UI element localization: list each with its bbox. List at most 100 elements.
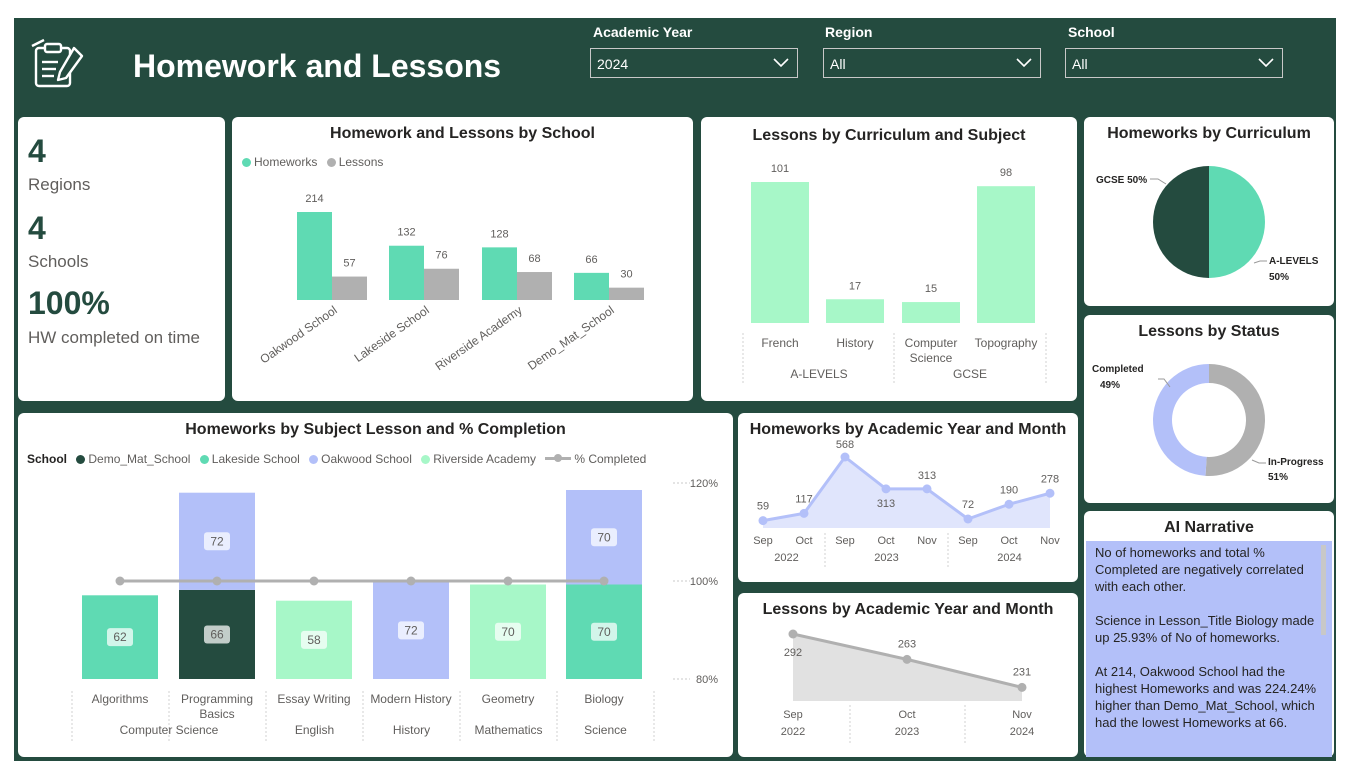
chevron-down-icon xyxy=(1258,58,1274,68)
hw-on-time-percent: 100% xyxy=(28,285,110,321)
chart-title: Homeworks by Curriculum xyxy=(1107,125,1311,142)
chevron-down-icon xyxy=(773,58,789,68)
leader-line xyxy=(1158,378,1171,388)
group-label: English xyxy=(295,723,334,737)
data-label: 190 xyxy=(1000,484,1018,496)
data-label-box xyxy=(495,622,521,641)
data-label-box xyxy=(204,532,230,551)
chart-card-hw-year-month: Homeworks by Academic Year and Month 59 1… xyxy=(738,413,1078,582)
tick-label: Oct xyxy=(898,709,915,721)
chart-title: Lessons by Status xyxy=(1138,323,1280,340)
pct-completed-point xyxy=(115,576,125,586)
area-fill xyxy=(793,634,1022,701)
year-label: 2022 xyxy=(781,726,805,738)
chevron-down-icon xyxy=(1016,58,1032,68)
school-value: All xyxy=(1072,56,1088,72)
tick-label: Sep xyxy=(958,535,978,547)
chart-title: Lessons by Academic Year and Month xyxy=(762,601,1054,618)
chart-card-curriculum-subject: Lessons by Curriculum and Subject 101 17 1… xyxy=(701,117,1077,401)
bar xyxy=(332,276,367,300)
data-label: 263 xyxy=(898,638,916,650)
school-dropdown[interactable]: All xyxy=(1065,48,1283,78)
y2-tick-label: 80% xyxy=(696,674,718,686)
narrative-scrollbar[interactable] xyxy=(1321,545,1326,635)
tick-label: Nov xyxy=(1012,709,1032,721)
chart-card-lessons-status: Lessons by Status Completed 49% In-Progres… xyxy=(1084,315,1334,503)
lessons-year-month-area: 292 263 231 Sep Oct Nov 2022 2023 2024 xyxy=(781,629,1034,743)
data-label: 76 xyxy=(435,250,447,262)
data-label: 98 xyxy=(1000,167,1012,179)
data-label: 568 xyxy=(836,439,854,451)
tick-label: Science xyxy=(910,351,953,365)
chart-legend: School Demo_Mat_School Lakeside School O… xyxy=(27,452,646,466)
hw-curriculum-pie: GCSE 50% A-LEVELS 50% xyxy=(1096,166,1319,283)
region-dropdown[interactable]: All xyxy=(823,48,1041,78)
bar xyxy=(482,247,517,300)
narrative-paragraph: Science in Lesson_Title Biology made up … xyxy=(1095,613,1315,645)
tick-label: Nov xyxy=(1040,535,1060,547)
ai-narrative-text-area[interactable]: No of homeworks and total % Completed ar… xyxy=(1086,541,1332,757)
data-label: 278 xyxy=(1041,473,1059,485)
bar xyxy=(977,186,1035,323)
data-label: 70 xyxy=(597,530,611,544)
group-label: A-LEVELS xyxy=(790,367,847,381)
tick-label: History xyxy=(836,336,873,350)
regions-label: Regions xyxy=(28,175,91,194)
leader-line xyxy=(1150,178,1167,185)
leader-line xyxy=(1251,459,1266,464)
data-label: 101 xyxy=(771,163,789,175)
group-label: Mathematics xyxy=(474,723,542,737)
y2-tick-label: 100% xyxy=(690,576,718,588)
data-label: 313 xyxy=(877,498,895,510)
legend-swatch xyxy=(309,455,319,464)
chart-title: Homework and Lessons by School xyxy=(330,125,595,142)
pct-completed-point xyxy=(503,576,513,586)
data-point xyxy=(758,516,768,526)
data-label-box xyxy=(204,625,230,644)
data-label: 292 xyxy=(784,647,802,659)
bar xyxy=(297,212,332,300)
year-label: 2023 xyxy=(874,552,898,564)
homework-clipboard-icon xyxy=(31,38,84,88)
legend-swatch xyxy=(242,158,251,167)
slice-label: Completed xyxy=(1092,364,1144,375)
data-label: 59 xyxy=(757,501,769,513)
slice-label: 50% xyxy=(1269,272,1289,283)
year-label: 2023 xyxy=(895,726,919,738)
pct-completed-point xyxy=(406,576,416,586)
kpi-card: 4 Regions 4 Schools 100% HW completed on… xyxy=(18,117,225,401)
data-label: 313 xyxy=(918,470,936,482)
legend-swatch xyxy=(326,158,336,167)
page-title: Homework and Lessons xyxy=(133,48,502,84)
bar xyxy=(609,287,644,300)
area-fill xyxy=(763,457,1050,528)
bar xyxy=(902,302,960,323)
tick-label: Sep xyxy=(753,535,773,547)
data-label: 66 xyxy=(585,254,597,266)
legend-item: Riverside Academy xyxy=(433,452,536,466)
year-label: 2024 xyxy=(1010,726,1034,738)
legend-title: School xyxy=(27,452,68,466)
data-label: 17 xyxy=(849,280,861,292)
academic-year-dropdown[interactable]: 2024 xyxy=(590,48,798,78)
legend-line-swatch xyxy=(545,454,572,462)
data-label: 66 xyxy=(210,627,224,641)
pie-slice xyxy=(1209,166,1265,278)
data-point xyxy=(788,629,798,639)
data-point xyxy=(881,484,891,494)
data-point xyxy=(922,484,932,494)
tick-label: Algorithms xyxy=(92,692,149,706)
bar xyxy=(826,299,884,323)
y2-tick-label: 120% xyxy=(690,478,718,490)
data-label-box xyxy=(591,622,617,641)
legend-item: Homeworks xyxy=(254,155,318,169)
tick-label: Oct xyxy=(877,535,894,547)
data-point xyxy=(963,514,973,524)
school-bar-chart: 214 57 Oakwood School 132 76 Lakeside School 1… xyxy=(257,193,644,373)
chart-card-hw-curriculum: Homeworks by Curriculum GCSE 50% A-LEVELS… xyxy=(1084,117,1334,306)
legend-item: Oakwood School xyxy=(321,452,412,466)
group-label: Computer Science xyxy=(120,723,219,737)
filter-label-region: Region xyxy=(825,24,873,40)
slice-label: 49% xyxy=(1100,380,1120,391)
tick-label: Oct xyxy=(1000,535,1017,547)
